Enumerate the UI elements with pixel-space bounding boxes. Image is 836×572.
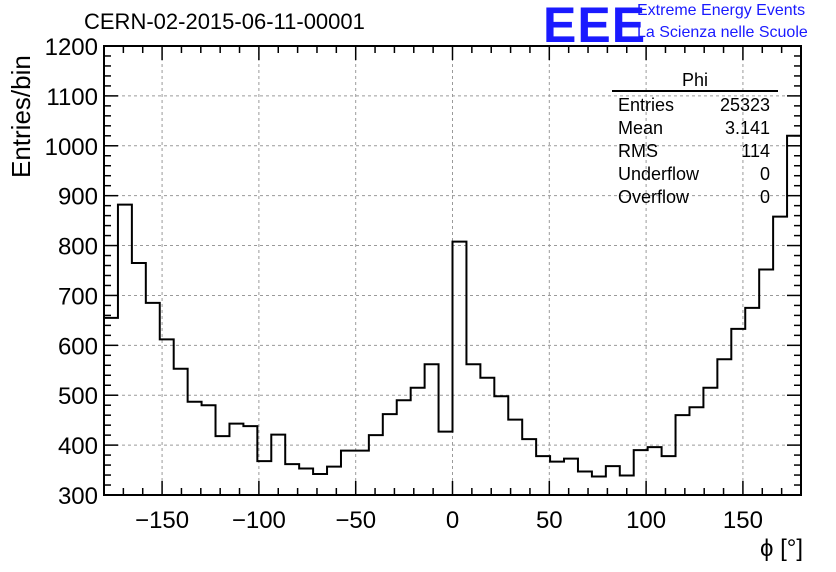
histogram-bin	[662, 456, 676, 495]
histogram-bin	[676, 415, 690, 495]
histogram-bin	[745, 308, 759, 495]
histogram-bin	[229, 424, 243, 495]
histogram-bin	[536, 456, 550, 495]
histogram-bin	[355, 451, 369, 495]
histogram-bin	[773, 217, 787, 495]
histogram-bin	[160, 339, 174, 495]
histogram-bin	[411, 388, 425, 495]
stats-label: Underflow	[618, 164, 700, 184]
histogram-bin	[216, 436, 230, 495]
histogram-bin	[703, 388, 717, 495]
histogram-bin	[383, 414, 397, 495]
y-tick-label: 700	[58, 283, 98, 310]
stats-row-mean: Mean 3.141	[612, 117, 778, 140]
histogram-bin	[146, 303, 160, 495]
stats-value: 0	[759, 164, 770, 184]
y-axis-label: Entries/bin	[6, 55, 36, 178]
histogram-bin	[174, 369, 188, 495]
stats-divider	[612, 90, 778, 92]
histogram-bin	[369, 435, 383, 495]
histogram-bin	[341, 451, 355, 495]
histogram-bin	[564, 459, 578, 495]
y-tick-label: 1000	[45, 134, 98, 161]
histogram-bin	[425, 364, 439, 495]
x-axis-label: ϕ [°]	[759, 535, 803, 562]
y-tick-label: 300	[58, 483, 98, 510]
x-tick-label: −100	[232, 507, 286, 534]
stats-label: Mean	[618, 118, 664, 138]
histogram-bin	[494, 396, 508, 495]
histogram-bin	[522, 439, 536, 495]
y-tick-label: 400	[58, 433, 98, 460]
x-tick-label: 50	[536, 507, 563, 534]
logo-subtitle-1: Extreme Energy Events	[637, 2, 806, 19]
axis-ticks	[103, 45, 802, 496]
x-tick-label: −50	[335, 507, 376, 534]
histogram-bin	[453, 242, 467, 495]
stats-row-overflow: Overflow 0	[612, 186, 778, 209]
histogram-bin	[188, 402, 202, 495]
stats-label: Overflow	[618, 187, 690, 207]
histogram-bin	[118, 205, 132, 495]
histogram-line	[104, 134, 801, 478]
stats-value: 114	[741, 141, 770, 161]
stats-value: 25323	[719, 95, 770, 115]
chart-title: CERN-02-2015-06-11-00001	[84, 9, 365, 34]
x-tick-label: 0	[446, 507, 459, 534]
histogram-bin	[466, 364, 480, 495]
y-tick-label: 1100	[46, 84, 98, 111]
y-tick-label: 1200	[45, 34, 98, 61]
stats-row-entries: Entries 25323	[612, 94, 778, 117]
histogram-bin	[299, 469, 313, 495]
histogram-bin	[243, 426, 257, 495]
tick-labels: −150 −100 −50 0 50 100 150 300 400 500 600 700 800 90…	[45, 34, 763, 534]
histogram-series	[104, 134, 801, 495]
histogram-bin	[397, 400, 411, 495]
histogram-bin	[313, 474, 327, 495]
histogram-bin	[717, 359, 731, 495]
eee-logo: EEE	[543, 0, 647, 53]
histogram-bin	[648, 447, 662, 495]
histogram-bin	[132, 263, 146, 495]
stats-row-rms: RMS 114	[612, 140, 778, 163]
x-tick-label: 100	[626, 507, 666, 534]
histogram-bin	[327, 467, 341, 495]
y-tick-label: 900	[58, 184, 98, 211]
stats-title: Phi	[681, 70, 708, 90]
x-tick-label: 150	[723, 507, 763, 534]
stats-row-underflow: Underflow 0	[612, 163, 778, 186]
x-tick-label: −150	[135, 507, 189, 534]
histogram-bin	[592, 477, 606, 495]
histogram-bin	[508, 420, 522, 495]
y-tick-label: 500	[58, 383, 98, 410]
stats-label: Entries	[618, 95, 675, 115]
histogram-bin	[439, 432, 453, 495]
y-tick-label: 800	[58, 234, 98, 261]
histogram-bin	[271, 435, 285, 495]
stats-label: RMS	[618, 141, 658, 161]
histogram-bin	[689, 407, 703, 495]
histogram-bin	[731, 329, 745, 495]
logo-subtitle-2: La Scienza nelle Scuole	[637, 24, 808, 41]
histogram-bin	[202, 405, 216, 495]
histogram-bin	[578, 472, 592, 495]
histogram-bin	[480, 378, 494, 495]
y-tick-label: 600	[58, 333, 98, 360]
stats-value: 3.141	[724, 118, 770, 138]
stats-value: 0	[759, 187, 770, 207]
histogram-bin	[759, 270, 773, 495]
histogram-bin	[104, 318, 118, 495]
stats-box: Phi Entries 25323 Mean 3.141 RMS 114 Und…	[612, 70, 778, 209]
histogram-bin	[550, 462, 564, 495]
